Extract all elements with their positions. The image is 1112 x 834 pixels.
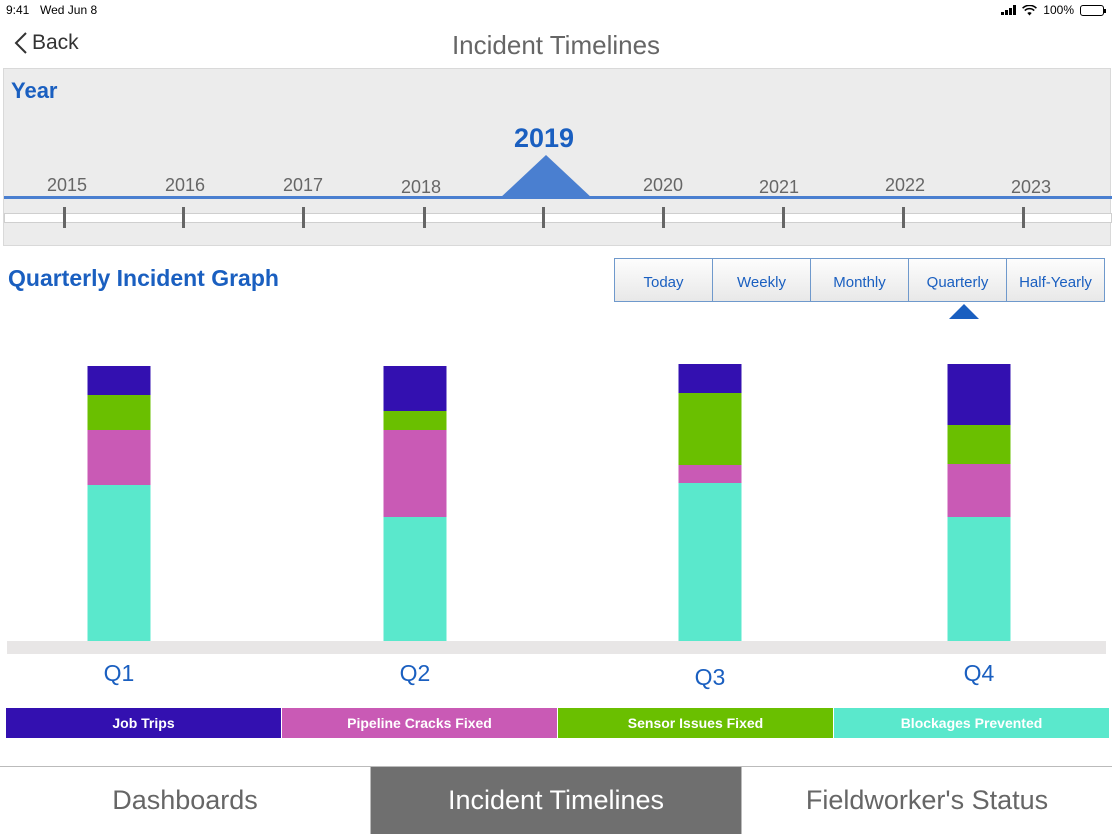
legend-item-pipeline-cracks-fixed: Pipeline Cracks Fixed: [282, 708, 558, 738]
active-period-indicator: [949, 304, 979, 319]
year-option[interactable]: 2022: [884, 175, 926, 195]
legend-item-sensor-issues-fixed: Sensor Issues Fixed: [558, 708, 834, 738]
year-option[interactable]: 2018: [400, 177, 442, 197]
graph-title: Quarterly Incident Graph: [8, 265, 279, 291]
year-heading: Year: [11, 78, 58, 103]
year-option[interactable]: 2017: [282, 175, 324, 195]
selected-year[interactable]: 2019: [513, 123, 575, 153]
period-selector: Today Weekly Monthly Quarterly Half-Year…: [614, 258, 1105, 302]
timeline-tick: [542, 207, 545, 228]
battery-percentage: 100%: [1043, 3, 1074, 17]
chevron-left-icon: [14, 32, 27, 54]
bar-segment-pipeline-cracks-fixed-q2[interactable]: [383, 430, 447, 517]
bottom-tab-bar: Dashboards Incident Timelines Fieldworke…: [0, 766, 1112, 834]
timeline-tick: [662, 207, 665, 228]
year-option[interactable]: 2020: [642, 175, 684, 195]
bar-segment-pipeline-cracks-fixed-q1[interactable]: [87, 430, 151, 485]
timeline-scrollbar[interactable]: [4, 213, 1112, 223]
chart-legend: Job Trips Pipeline Cracks Fixed Sensor Iss…: [6, 708, 1110, 738]
bar-segment-blockages-prevented-q2[interactable]: [383, 517, 447, 641]
x-axis-label: Q1: [104, 660, 135, 686]
timeline-tick: [182, 207, 185, 228]
x-axis-label: Q2: [400, 660, 431, 686]
year-option[interactable]: 2021: [758, 177, 800, 197]
timeline-tick: [1022, 207, 1025, 228]
selected-year-pointer: [499, 155, 593, 199]
tab-fieldworkers-status[interactable]: Fieldworker's Status: [742, 767, 1112, 834]
bar-segment-job-trips-q1[interactable]: [87, 366, 151, 395]
bar-segment-job-trips-q2[interactable]: [383, 366, 447, 411]
period-monthly-button[interactable]: Monthly: [810, 258, 909, 302]
page-title: Incident Timelines: [451, 30, 661, 60]
timeline-tick: [782, 207, 785, 228]
year-selector: Year 2019 2015 2016 2017 2018 2020 2021 …: [3, 68, 1112, 246]
year-option[interactable]: 2016: [164, 175, 206, 195]
back-button[interactable]: Back: [14, 31, 79, 55]
status-date: Wed Jun 8: [40, 3, 98, 17]
tab-incident-timelines[interactable]: Incident Timelines: [371, 767, 742, 834]
bar-segment-pipeline-cracks-fixed-q4[interactable]: [947, 464, 1011, 517]
legend-item-job-trips: Job Trips: [6, 708, 282, 738]
navigation-bar: Back Incident Timelines: [0, 22, 1112, 68]
bar-segment-sensor-issues-fixed-q2[interactable]: [383, 411, 447, 430]
bar-segment-sensor-issues-fixed-q3[interactable]: [678, 393, 742, 465]
status-time: 9:41: [6, 3, 30, 17]
period-weekly-button[interactable]: Weekly: [712, 258, 811, 302]
cellular-signal-icon: [1001, 5, 1017, 15]
bar-segment-pipeline-cracks-fixed-q3[interactable]: [678, 465, 742, 483]
quarterly-incident-chart: Q1 Q2 Q3 Q4: [7, 364, 1106, 690]
wifi-icon: [1022, 4, 1038, 15]
chart-x-labels: Q1 Q2 Q3 Q4: [104, 660, 995, 690]
timeline-tick: [423, 207, 426, 228]
bar-segment-blockages-prevented-q1[interactable]: [87, 485, 151, 641]
x-axis-label: Q3: [695, 664, 726, 690]
bar-segment-blockages-prevented-q3[interactable]: [678, 483, 742, 641]
year-option[interactable]: 2015: [46, 175, 88, 195]
year-option[interactable]: 2023: [1010, 177, 1052, 197]
bar-segment-job-trips-q3[interactable]: [678, 364, 742, 393]
period-today-button[interactable]: Today: [614, 258, 713, 302]
legend-item-blockages-prevented: Blockages Prevented: [834, 708, 1110, 738]
x-axis-label: Q4: [964, 660, 995, 686]
battery-icon: [1080, 4, 1106, 16]
chart-baseline: [7, 641, 1106, 654]
status-indicators: 100%: [1001, 3, 1106, 17]
bar-segment-job-trips-q4[interactable]: [947, 364, 1011, 425]
chart-bars: [87, 364, 1011, 641]
period-quarterly-button[interactable]: Quarterly: [908, 258, 1007, 302]
timeline-tick: [63, 207, 66, 228]
status-bar: 9:41 Wed Jun 8 100%: [0, 0, 1112, 22]
bar-segment-sensor-issues-fixed-q4[interactable]: [947, 425, 1011, 464]
bar-segment-sensor-issues-fixed-q1[interactable]: [87, 395, 151, 430]
tab-dashboards[interactable]: Dashboards: [0, 767, 371, 834]
period-half-yearly-button[interactable]: Half-Yearly: [1006, 258, 1105, 302]
bar-segment-blockages-prevented-q4[interactable]: [947, 517, 1011, 641]
timeline-tick: [902, 207, 905, 228]
back-label: Back: [32, 31, 79, 54]
timeline-tick: [302, 207, 305, 228]
